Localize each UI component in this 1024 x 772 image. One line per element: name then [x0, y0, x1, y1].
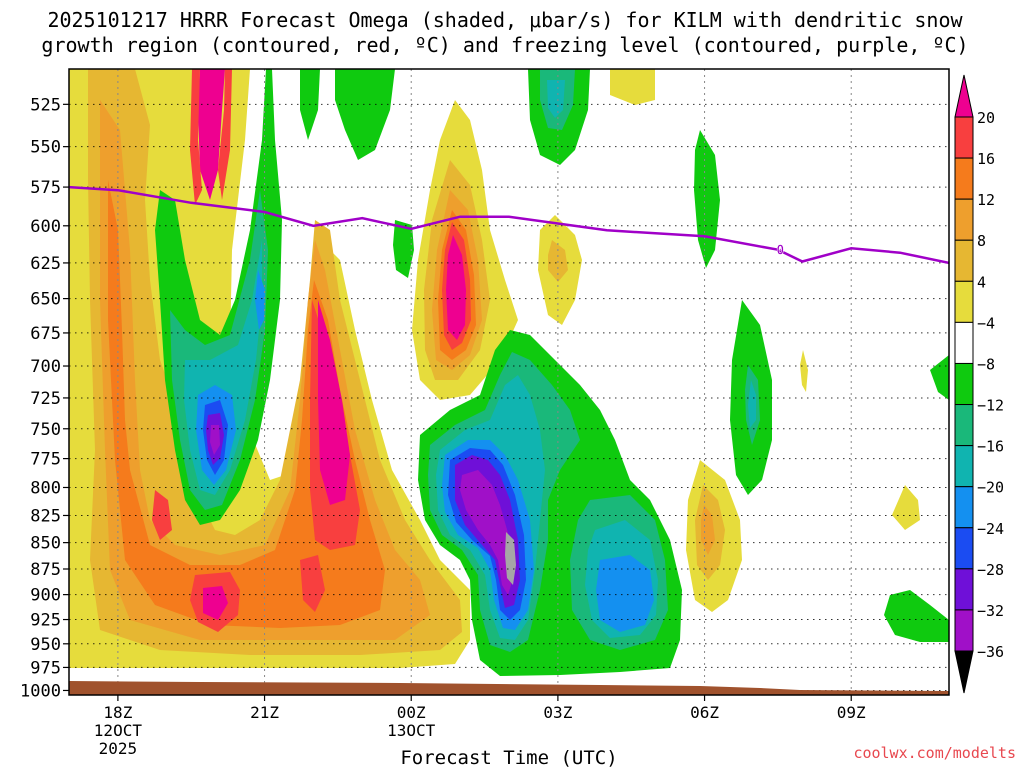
- y-tick-label: 775: [30, 450, 61, 470]
- omega-region-left-negative: [155, 69, 320, 525]
- x-tick-sublabel: 12OCT: [94, 721, 143, 740]
- x-tick-label: 06Z: [690, 703, 719, 722]
- chart-title-line-2: growth region (contoured, red, ºC) and f…: [41, 33, 968, 57]
- freezing-level-label: 0: [776, 244, 784, 259]
- colorbar-bottom-arrow: [954, 650, 974, 694]
- colorbar-top-arrow: [954, 74, 974, 118]
- y-tick-label: 1000: [20, 681, 61, 701]
- colorbar-label: 8: [977, 232, 986, 250]
- omega-band-4: [538, 69, 920, 612]
- omega-band-top-red: [190, 69, 232, 205]
- freezing-level-line: [69, 185, 949, 265]
- omega-band-neg4: [730, 300, 949, 642]
- y-tick-label: 975: [30, 658, 61, 678]
- x-tick-label: 09Z: [837, 703, 866, 722]
- x-tick-label: 03Z: [543, 703, 572, 722]
- x-tick-sublabel: 2025: [99, 739, 138, 758]
- y-tick-label: 800: [30, 478, 61, 498]
- y-tick-label: 900: [30, 586, 61, 606]
- omega-band-neg32: [505, 532, 516, 585]
- omega-band-neg28: [460, 470, 514, 595]
- colorbar-segment: [954, 239, 974, 282]
- terrain-surface: [69, 681, 949, 695]
- colorbar-segment: [954, 116, 974, 159]
- colorbar-label: 16: [977, 150, 995, 168]
- colorbar-segment: [954, 198, 974, 241]
- colorbar-label: −8: [977, 355, 995, 373]
- omega-region-center-cell: [412, 100, 518, 400]
- colorbar-label: 20: [977, 109, 995, 127]
- colorbar-segment: [954, 445, 974, 488]
- omega-band-20: [152, 300, 360, 632]
- colorbar-label: −12: [977, 397, 1004, 415]
- x-tick-label: 18Z: [103, 703, 132, 722]
- colorbar-label: −36: [977, 643, 1004, 661]
- colorbar-label: −28: [977, 561, 1004, 579]
- y-axis: 525 550 575 600 625 650 675 700 725 750 775 800 825 8…: [20, 95, 69, 701]
- y-tick-label: 850: [30, 534, 61, 554]
- y-tick-label: 700: [30, 357, 61, 377]
- colorbar-label: 4: [977, 273, 986, 291]
- colorbar-segment: [954, 486, 974, 529]
- plot-area: 0: [68, 68, 950, 696]
- chart-title-line-1: 2025101217 HRRR Forecast Omega (shaded, …: [47, 8, 963, 32]
- omega-band-24: [446, 235, 466, 340]
- y-tick-label: 675: [30, 324, 61, 344]
- y-tick-label: 575: [30, 178, 61, 198]
- omega-band-neg12: [547, 80, 565, 118]
- credit-text: coolwx.com/modelts: [853, 744, 1016, 762]
- colorbar-label: −4: [977, 314, 995, 332]
- colorbar-label: 12: [977, 191, 995, 209]
- y-tick-label: 825: [30, 506, 61, 526]
- x-tick-sublabel: 13OCT: [387, 721, 436, 740]
- y-tick-label: 750: [30, 420, 61, 440]
- y-tick-label: 650: [30, 290, 61, 310]
- plot-border: [68, 68, 950, 696]
- y-tick-label: 875: [30, 560, 61, 580]
- colorbar-segment: [954, 404, 974, 447]
- colorbar-label: −20: [977, 479, 1004, 497]
- omega-region-right-negative: [730, 300, 949, 642]
- colorbar-segment: [954, 362, 974, 406]
- colorbar-segment: [954, 157, 974, 200]
- omega-band-24: [203, 300, 350, 620]
- colorbar-segment: [954, 568, 974, 611]
- colorbar-label: −16: [977, 438, 1004, 456]
- y-tick-label: 925: [30, 611, 61, 631]
- x-tick-label: 00Z: [397, 703, 426, 722]
- colorbar-label: −24: [977, 520, 1004, 538]
- y-tick-label: 625: [30, 254, 61, 274]
- omega-band-neg28: [210, 425, 220, 455]
- omega-shading: 0: [69, 69, 949, 695]
- colorbar-segment: [954, 527, 974, 570]
- y-tick-label: 725: [30, 389, 61, 409]
- x-axis-title: Forecast Time (UTC): [400, 747, 617, 768]
- y-tick-label: 950: [30, 635, 61, 655]
- omega-band-top-magenta: [198, 69, 225, 200]
- x-tick-label: 21Z: [250, 703, 279, 722]
- omega-band-neg4: [335, 69, 720, 278]
- colorbar: 20 16 12 8 4 −4 −8 −12 −16 −20 −24 −28 −32 −36: [954, 74, 1004, 694]
- y-tick-label: 550: [30, 138, 61, 158]
- colorbar-segment: [954, 609, 974, 652]
- colorbar-segment: [954, 321, 974, 364]
- omega-region-main-negative: [418, 330, 682, 676]
- colorbar-segment: [954, 280, 974, 323]
- y-tick-label: 525: [30, 95, 61, 115]
- omega-band-neg12: [748, 380, 756, 428]
- grid-layer: [69, 69, 949, 695]
- y-tick-label: 600: [30, 217, 61, 237]
- colorbar-label: −32: [977, 602, 1004, 620]
